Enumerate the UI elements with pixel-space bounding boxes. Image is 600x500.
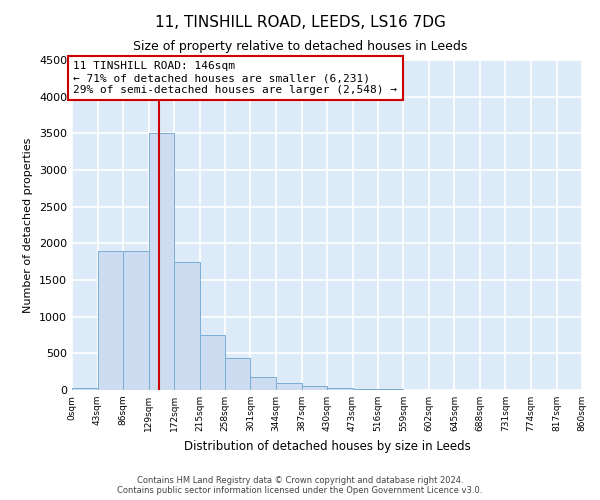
Bar (149, 134, 174, 390)
Bar (97, 250, 123, 390)
Bar (72, 388, 97, 390)
X-axis label: Distribution of detached houses by size in Leeds: Distribution of detached houses by size … (184, 440, 470, 452)
Bar (251, 377, 276, 390)
Bar (199, 335, 225, 390)
Bar (276, 382, 302, 390)
Text: 11 TINSHILL ROAD: 146sqm
← 71% of detached houses are smaller (6,231)
29% of sem: 11 TINSHILL ROAD: 146sqm ← 71% of detach… (73, 62, 397, 94)
Text: Contains HM Land Registry data © Crown copyright and database right 2024.
Contai: Contains HM Land Registry data © Crown c… (118, 476, 482, 495)
Bar (327, 388, 353, 390)
Bar (302, 386, 327, 390)
Bar (174, 262, 199, 390)
Bar (123, 250, 149, 390)
Bar (353, 388, 378, 390)
Bar (225, 358, 251, 390)
Y-axis label: Number of detached properties: Number of detached properties (23, 138, 34, 312)
Text: 11, TINSHILL ROAD, LEEDS, LS16 7DG: 11, TINSHILL ROAD, LEEDS, LS16 7DG (155, 15, 445, 30)
Text: Size of property relative to detached houses in Leeds: Size of property relative to detached ho… (133, 40, 467, 53)
